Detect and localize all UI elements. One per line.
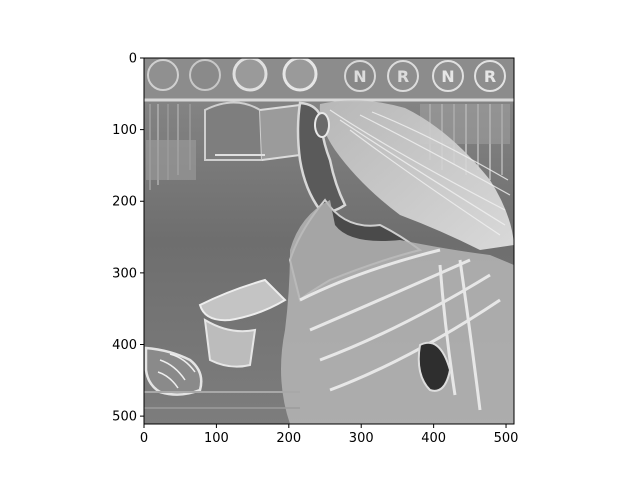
y-axis: 0 100 200 300 400 500 [112,52,144,425]
circle-letter-4: R [484,67,496,86]
x-tick-label: 200 [276,431,301,446]
circle-letter-3: N [441,67,454,86]
axes-frame [143,57,515,425]
x-tick-label: 0 [140,431,148,446]
y-tick-label: 200 [112,195,137,210]
y-tick-label: 100 [112,123,137,138]
dress [281,200,514,424]
arm [198,278,287,322]
circle-letter-1: N [353,67,366,86]
arch-shape [204,101,264,161]
filtered-image: N R N R [144,58,514,424]
circle-letter-2: R [397,67,409,86]
y-tick-label: 500 [112,410,137,425]
top-circles: N R N R [147,58,506,92]
hair [319,100,514,251]
x-tick-label: 100 [204,431,229,446]
x-tick-label: 400 [421,431,446,446]
ear [314,112,330,138]
y-tick-label: 0 [129,52,137,67]
x-tick-label: 500 [494,431,519,446]
hand [144,346,203,396]
y-tick-label: 300 [112,266,137,281]
x-axis: 0 100 200 300 400 500 [140,424,519,446]
x-tick-label: 300 [349,431,374,446]
y-tick-label: 400 [112,338,137,353]
